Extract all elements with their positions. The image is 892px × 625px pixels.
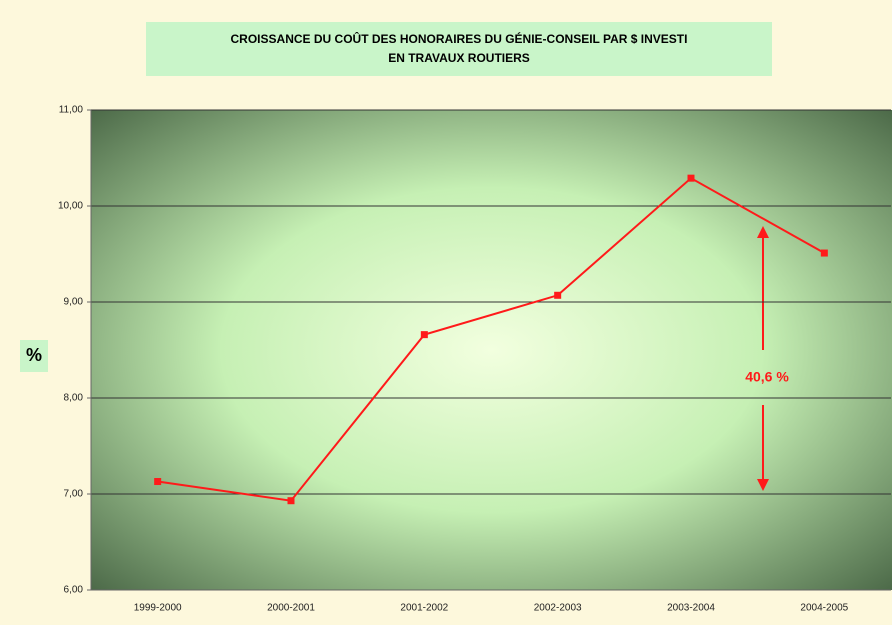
x-tick-label: 2004-2005: [800, 603, 848, 614]
y-tick-label: 6,00: [64, 585, 84, 596]
chart-title: CROISSANCE DU COÛT DES HONORAIRES DU GÉN…: [231, 31, 688, 46]
y-label-box: [20, 340, 48, 372]
y-tick-label: 10,00: [58, 201, 83, 212]
point: [420, 331, 428, 339]
x-tick-label: 2002-2003: [534, 603, 582, 614]
point: [687, 174, 695, 182]
chart-title: EN TRAVAUX ROUTIERS: [388, 51, 530, 65]
y-axis-label: %: [26, 345, 42, 365]
point: [154, 478, 162, 486]
y-tick-label: 7,00: [64, 489, 84, 500]
x-tick-label: 2001-2002: [400, 603, 448, 614]
x-tick-label: 2003-2004: [667, 603, 715, 614]
point: [820, 249, 828, 257]
line: [157, 176, 825, 502]
annotation: 40,6 %: [745, 369, 789, 385]
title-box: [146, 22, 772, 76]
point: [554, 291, 562, 299]
y-tick-label: 8,00: [64, 393, 84, 404]
y-tick-label: 11,00: [59, 105, 84, 116]
point: [287, 497, 295, 505]
plot-area: [91, 110, 892, 590]
x-tick-label: 2000-2001: [267, 603, 315, 614]
y-tick-label: 9,00: [64, 297, 84, 308]
x-tick-label: 1999-2000: [134, 603, 182, 614]
